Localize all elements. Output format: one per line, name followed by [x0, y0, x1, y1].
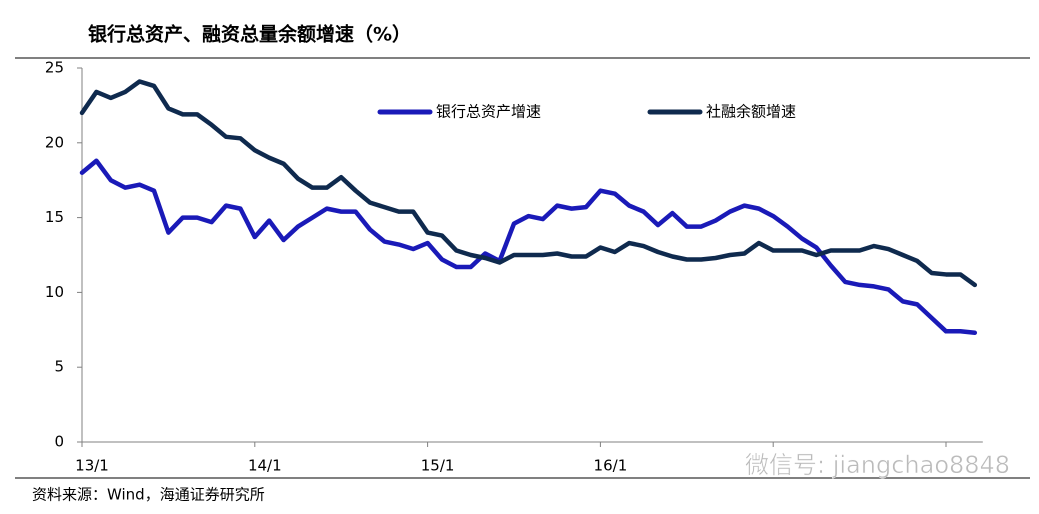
watermark: 微信号: jiangchao8848 — [745, 451, 1010, 479]
y-tick-label: 15 — [45, 208, 64, 226]
y-tick-label: 25 — [45, 59, 64, 77]
x-tick-label: 14/1 — [248, 457, 282, 475]
x-tick-label: 16/1 — [594, 457, 628, 475]
y-tick-label: 5 — [54, 358, 64, 376]
y-tick-label: 20 — [45, 133, 64, 151]
legend-label: 社融余额增速 — [706, 103, 796, 121]
x-tick-label: 15/1 — [421, 457, 455, 475]
chart-title: 银行总资产、融资总量余额增速（%） — [88, 23, 411, 46]
legend-label: 银行总资产增速 — [436, 103, 541, 121]
series-line — [79, 79, 978, 288]
y-tick-label: 10 — [45, 283, 64, 301]
y-tick-label: 0 — [54, 433, 64, 451]
series-line — [79, 158, 978, 336]
source-note: 资料来源：Wind，海通证券研究所 — [32, 486, 265, 504]
x-tick-label: 13/1 — [75, 457, 109, 475]
